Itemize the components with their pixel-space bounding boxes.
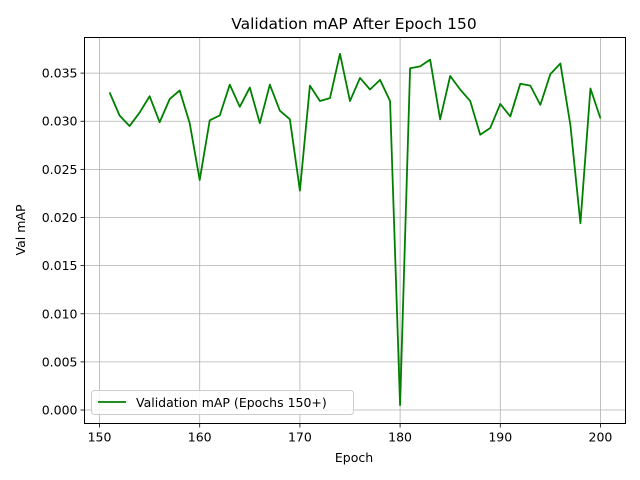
plot-frame [84, 37, 626, 424]
y-axis: 0.000 0.005 0.010 0.015 0.020 0.025 0.030 0.035 [42, 66, 85, 418]
legend: Validation mAP (Epochs 150+) [91, 390, 354, 415]
x-tick-label: 170 [288, 430, 312, 445]
x-tick-label: 150 [88, 430, 112, 445]
x-tick-label: 180 [388, 430, 412, 445]
x-axis-title: Epoch [335, 450, 373, 465]
x-tick-label: 160 [188, 430, 212, 445]
grid-lines [84, 37, 626, 424]
y-tick-label: 0.010 [42, 306, 78, 321]
y-tick-label: 0.025 [42, 162, 78, 177]
x-axis: 150 160 170 180 190 200 [88, 423, 613, 445]
y-tick-label: 0.020 [42, 210, 78, 225]
series-line [108, 52, 602, 407]
x-tick-label: 190 [488, 430, 512, 445]
legend-box [91, 390, 354, 415]
y-tick-label: 0.030 [42, 114, 78, 129]
legend-label: Validation mAP (Epochs 150+) [136, 395, 327, 410]
x-tick-label: 200 [589, 430, 613, 445]
y-tick-label: 0.035 [42, 66, 78, 81]
chart-title: Validation mAP After Epoch 150 [231, 15, 477, 33]
series-layer [108, 52, 602, 407]
y-tick-label: 0.015 [42, 258, 78, 273]
y-tick-label: 0.005 [42, 354, 78, 369]
y-axis-title: Val mAP [13, 204, 28, 255]
y-tick-label: 0.000 [42, 403, 78, 418]
